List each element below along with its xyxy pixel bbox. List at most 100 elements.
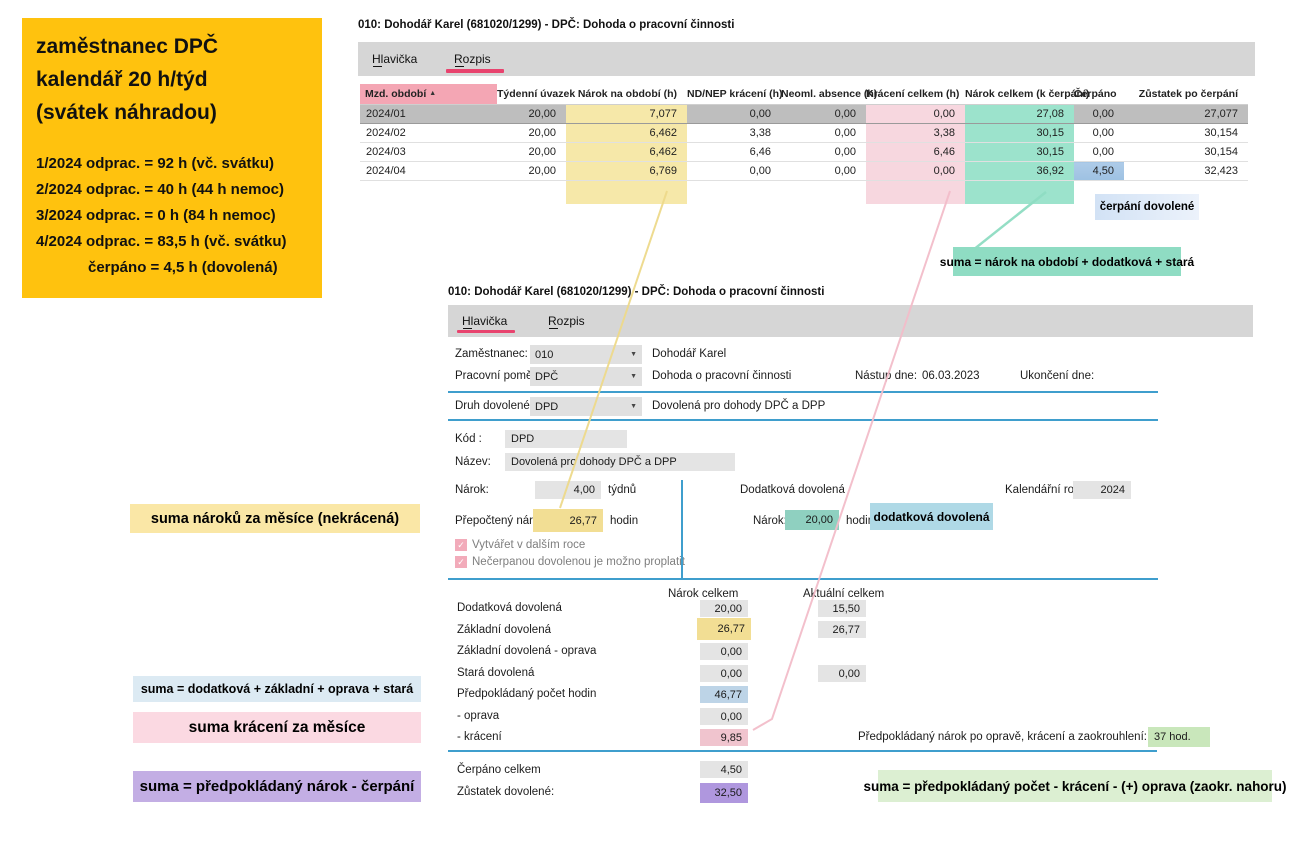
summary-narok-field[interactable]: 46,77 [700, 686, 748, 703]
pracovni-pomer-combobox[interactable]: DPČ ▼ [530, 367, 642, 386]
prepocteny-narok-field[interactable]: 26,77 [533, 509, 603, 532]
cell[interactable]: 36,92 [965, 161, 1074, 181]
column-header-neoml-absence[interactable]: Neoml. absence (h) [781, 84, 877, 105]
summary-narok-field[interactable]: 20,00 [700, 600, 748, 617]
dodatkova-narok-field[interactable]: 20,00 [785, 510, 839, 530]
cerpano-celkem-field[interactable]: 4,50 [700, 761, 748, 778]
cell[interactable]: 3,38 [866, 123, 965, 143]
column-header-zustatek[interactable]: Zůstatek po čerpání [1124, 84, 1248, 105]
summary-narok-field[interactable]: 0,00 [700, 643, 748, 660]
cell[interactable]: 30,15 [965, 142, 1074, 162]
cell[interactable]: 4,50 [1074, 161, 1124, 181]
summary-aktualni-field[interactable]: 0,00 [818, 665, 866, 682]
table-row[interactable]: 2024/02 20,00 6,462 3,38 0,00 3,38 30,15… [360, 123, 1248, 143]
kod-label: Kód : [455, 433, 482, 445]
summary-narok-field[interactable]: 26,77 [697, 618, 751, 640]
chevron-down-icon: ▼ [630, 373, 637, 380]
cell[interactable]: 0,00 [687, 104, 781, 124]
cell[interactable]: 0,00 [866, 104, 965, 124]
note-title-line: zaměstnanec DPČ [36, 35, 219, 58]
accelerator-underline [549, 328, 558, 329]
cell[interactable]: 2024/01 [360, 104, 497, 124]
cell[interactable]: 7,077 [566, 104, 687, 124]
checkbox-vytvaret[interactable]: ✓ [455, 539, 467, 551]
narok-label: Nárok: [455, 484, 489, 496]
cell[interactable]: 6,462 [566, 123, 687, 143]
cell[interactable]: 30,154 [1124, 142, 1248, 162]
cell[interactable]: 32,423 [1124, 161, 1248, 181]
column-header-narok-na-obdobi[interactable]: Nárok na období (h) [566, 84, 687, 105]
tab-rozpis[interactable]: Rozpis [548, 314, 585, 328]
zamestnanec-combobox[interactable]: 010 ▼ [530, 345, 642, 364]
tab-hlavicka[interactable]: Hlavička [372, 52, 418, 66]
connector-line-pink [752, 190, 951, 731]
cell[interactable]: 0,00 [866, 161, 965, 181]
cell[interactable]: 20,00 [497, 104, 566, 124]
summary-aktualni-field[interactable]: 26,77 [818, 621, 866, 638]
cell[interactable]: 30,15 [965, 123, 1074, 143]
cell[interactable]: 0,00 [1074, 123, 1124, 143]
checkbox-necerpanou[interactable]: ✓ [455, 556, 467, 568]
annotation-dodatkova-dovolena: dodatková dovolená [870, 503, 993, 530]
zustatek-dovolene-field[interactable]: 32,50 [700, 783, 748, 803]
cell[interactable]: 20,00 [497, 142, 566, 162]
cell[interactable]: 0,00 [781, 123, 866, 143]
druh-dovolene-combobox[interactable]: DPD ▼ [530, 397, 642, 416]
cerpano-celkem-label: Čerpáno celkem [457, 764, 541, 776]
predpokladany-narok-value: 37 hod. [1148, 727, 1210, 747]
table-row[interactable]: 2024/01 20,00 7,077 0,00 0,00 0,00 27,08… [360, 104, 1248, 124]
column-header-kraceni-celkem[interactable]: Krácení celkem (h) [866, 84, 965, 105]
cell[interactable]: 20,00 [497, 161, 566, 181]
cell[interactable]: 0,00 [687, 161, 781, 181]
accelerator-underline [455, 66, 464, 67]
column-header-cerpano[interactable]: Čerpáno [1074, 84, 1124, 105]
cell[interactable]: 0,00 [1074, 104, 1124, 124]
cell[interactable]: 0,00 [1074, 142, 1124, 162]
summary-aktualni-field[interactable]: 15,50 [818, 600, 866, 617]
cell[interactable]: 2024/04 [360, 161, 497, 181]
column-header-tydenni-uvazek[interactable]: Týdenní úvazek [497, 84, 575, 105]
cell[interactable]: 2024/03 [360, 142, 497, 162]
cell[interactable]: 6,462 [566, 142, 687, 162]
narok-field[interactable]: 4,00 [535, 481, 601, 499]
cell[interactable]: 6,46 [866, 142, 965, 162]
cell[interactable]: 3,38 [687, 123, 781, 143]
summary-narok-field[interactable]: 9,85 [700, 729, 748, 746]
summary-narok-field[interactable]: 0,00 [700, 708, 748, 725]
cell[interactable]: 0,00 [781, 142, 866, 162]
tab-rozpis[interactable]: Rozpis [454, 52, 491, 66]
cell[interactable]: 6,769 [566, 161, 687, 181]
cell[interactable]: 0,00 [781, 161, 866, 181]
nazev-field[interactable]: Dovolená pro dohody DPČ a DPP [505, 453, 735, 471]
ukonceni-dne-label: Ukončení dne: [1020, 370, 1095, 382]
cell[interactable]: 0,00 [781, 104, 866, 124]
table-row[interactable]: 2024/03 20,00 6,462 6,46 0,00 6,46 30,15… [360, 142, 1248, 162]
prepocteny-narok-label: Přepočtený nárok: [455, 515, 549, 527]
table-header-row: Mzd. období ▲ Týdenní úvazek Nárok na obd… [360, 84, 1248, 105]
cell[interactable]: 27,08 [965, 104, 1074, 124]
cell[interactable]: 27,077 [1124, 104, 1248, 124]
checkbox-necerpanou-label: Nečerpanou dovolenou je možno proplatit [472, 556, 685, 568]
summary-narok-field[interactable]: 0,00 [700, 665, 748, 682]
check-icon: ✓ [457, 539, 465, 550]
cell[interactable]: 6,46 [687, 142, 781, 162]
note-title-line: kalendář 20 h/týd [36, 68, 208, 91]
kod-field[interactable]: DPD [505, 430, 627, 448]
cell[interactable]: 2024/02 [360, 123, 497, 143]
column-header-narok-celkem[interactable]: Nárok celkem (k čerpání) [965, 84, 1089, 105]
zamestnanec-label: Zaměstnanec: [455, 348, 528, 360]
kalendarni-rok-field[interactable]: 2024 [1073, 481, 1131, 499]
active-tab-indicator [446, 69, 504, 73]
cell[interactable]: 30,154 [1124, 123, 1248, 143]
divider [448, 750, 1157, 752]
column-header-ndnep-kraceni[interactable]: ND/NEP krácení (h) [687, 84, 783, 105]
summary-row-label: - oprava [457, 710, 500, 722]
column-header-mzd-obdobi[interactable]: Mzd. období ▲ [360, 84, 497, 105]
druh-dovolene-value: DPD [535, 400, 559, 413]
tab-hlavicka[interactable]: Hlavička [462, 314, 508, 328]
table-row[interactable]: 2024/04 20,00 6,769 0,00 0,00 0,00 36,92… [360, 161, 1248, 181]
divider [448, 419, 1158, 421]
zamestnanec-name: Dohodář Karel [652, 348, 727, 360]
cell[interactable]: 20,00 [497, 123, 566, 143]
nastup-dne-label: Nástup dne: [855, 370, 918, 382]
